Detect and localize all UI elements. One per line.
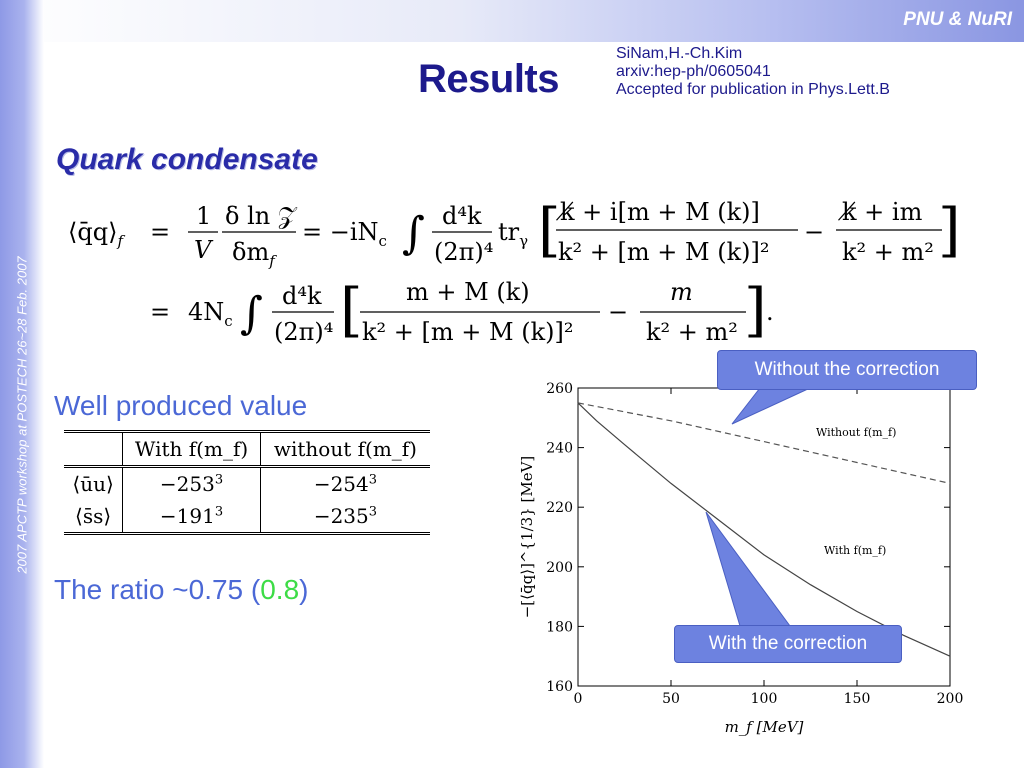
eq-d4k-1: d⁴k [442,202,482,230]
y-tick-label: 240 [546,441,573,457]
eq-V: V [194,236,214,264]
y-tick-label: 200 [546,560,573,576]
eq-dm: δmf [232,238,277,270]
eq-num-4: m [670,278,693,306]
series-label-with: With f(m_f) [824,544,886,557]
header-bar [0,0,1024,42]
x-tick-label: 50 [662,691,680,707]
eq-den-3: k² + [m + M (k)]² [362,318,573,346]
eq-bracket-close-2: ] [744,276,767,344]
x-tick-label: 150 [844,691,871,707]
ratio-highlight: 0.8 [260,574,300,605]
eq-integral-1: ∫ [402,208,425,259]
eq-dlnZ: δ ln 𝒵 [225,202,298,230]
table-header-with: With f(m_f) [122,431,261,467]
ratio-suffix: ) [299,574,309,605]
row-label: ⟨ūu⟩ [64,466,124,500]
series-label-without: Without f(m_f) [816,426,896,439]
condensate-equation: ⟨q̄q⟩f = 1 V δ ln 𝒵 δmf = −iNc ∫ d⁴k (2π… [68,196,960,346]
cell-without: −2353 [313,504,378,528]
brand-label: PNU & NuRI [903,9,1012,30]
y-tick-label: 180 [546,619,573,635]
x-tick-label: 100 [751,691,778,707]
credit-authors: SiNam,H.-Ch.Kim [616,45,743,62]
y-axis-label: −[⟨q̄q⟩]^{1/3} [MeV] [518,456,536,619]
callout-without-correction: Without the correction [717,350,977,390]
eq-num-2: k̸ + im [838,198,923,226]
series-line-without [577,402,951,484]
eq-num-1: k̸ + i[m + M (k)] [556,198,760,226]
ratio-text: The ratio ~0.75 (0.8) [54,574,309,606]
series-line-with [577,402,951,657]
cell-with: −2533 [122,466,261,500]
y-tick-label: 220 [546,500,573,516]
sidebar-strip: 2007 APCTP workshop at POSTECH 26~28 Feb… [0,0,44,768]
eq-minus-1: − [804,218,824,246]
y-tick-label: 160 [546,679,573,695]
x-tick-label: 200 [937,691,964,707]
table-header-empty [64,431,124,467]
credit-publication: Accepted for publication in Phys.Lett.B [616,81,890,98]
eq-trace: trγ [498,218,528,250]
condensate-chart: 0 50 100 150 200 160 180 200 220 240 260 m_f [MeV] −… [518,381,964,736]
eq-d4k-2: d⁴k [282,282,322,310]
eq-4Nc: 4Nc [188,298,233,330]
eq-bracket-close-1: ] [938,196,960,264]
y-tick-label: 260 [546,381,573,397]
eq-one: 1 [196,202,211,230]
cell-without: −2543 [313,472,378,496]
table-row: ⟨s̄s⟩ −1913 −2353 [64,500,430,534]
eq-den-2: k² + m² [842,238,934,266]
eq-den-4: k² + m² [646,318,738,346]
condensate-table: With f(m_f) without f(m_f) ⟨ūu⟩ −2533 −2… [64,430,430,535]
well-produced-label: Well produced value [54,390,308,421]
x-axis-label: m_f [MeV] [725,718,804,736]
eq-num-3: m + M (k) [406,278,530,306]
eq-den-1: k² + [m + M (k)]² [558,238,769,266]
eq-bracket-open-2: [ [340,276,363,344]
eq-minus-iNc: = −iNc [302,218,387,250]
table-header-without: without f(m_f) [273,437,417,461]
eq-equals-2: = [150,298,170,326]
eq-equals-1: = [150,218,170,246]
x-tick-label: 0 [574,691,583,707]
cell-with: −1913 [122,500,261,534]
eq-period: . [766,298,774,326]
eq-bracket-open-1: [ [538,196,561,264]
eq-2pi4-2: (2π)⁴ [274,318,333,346]
eq-integral-2: ∫ [240,288,263,339]
credit-arxiv: arxiv:hep-ph/0605041 [616,63,771,80]
eq-minus-2: − [608,298,628,326]
page-title: Results [418,57,560,101]
table-row: ⟨ūu⟩ −2533 −2543 [64,466,430,500]
eq-lhs: ⟨q̄q⟩f [68,218,125,250]
credits: SiNam,H.-Ch.Kim arxiv:hep-ph/0605041 Acc… [616,45,890,99]
callout-with-correction: With the correction [674,625,902,663]
table-header-row: With f(m_f) without f(m_f) [64,431,430,467]
ratio-prefix: The ratio ~0.75 ( [54,574,261,605]
row-label: ⟨s̄s⟩ [64,500,124,534]
eq-2pi4-1: (2π)⁴ [434,238,493,266]
workshop-caption: 2007 APCTP workshop at POSTECH 26~28 Feb… [14,256,30,574]
section-title: Quark condensate [56,143,318,176]
